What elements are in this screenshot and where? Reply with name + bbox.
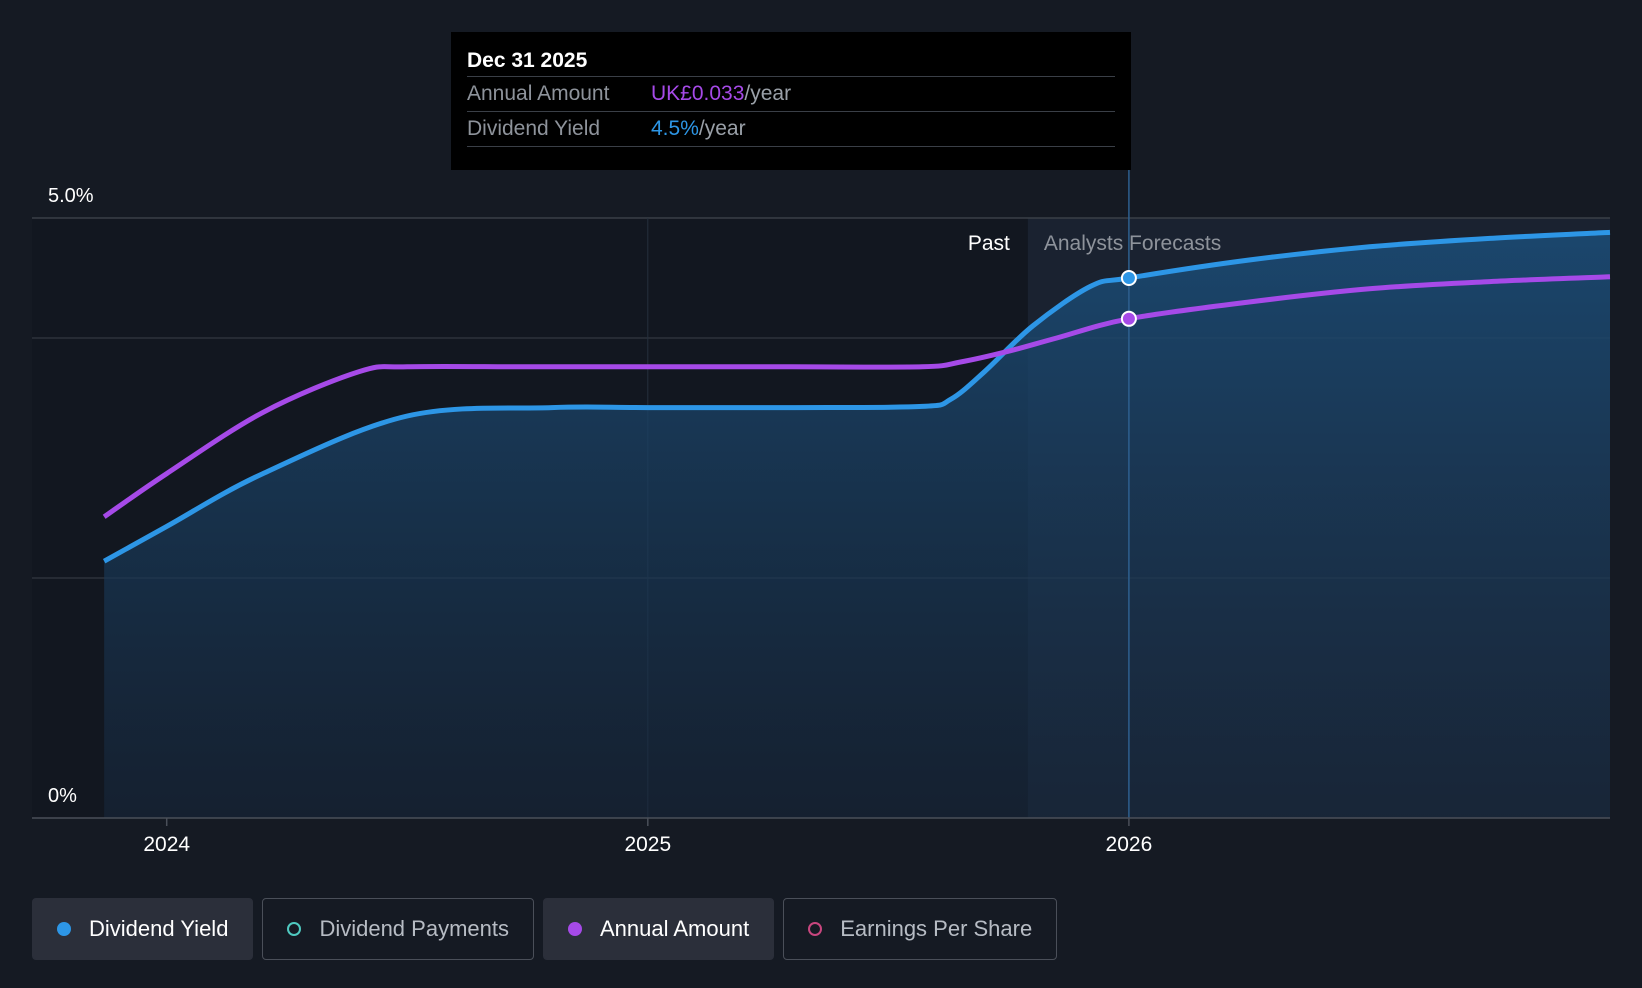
y-tick-label: 0% (48, 785, 77, 807)
legend-label: Dividend Payments (319, 916, 509, 941)
tooltip-label: Annual Amount (467, 82, 610, 105)
tooltip-row-dividend-yield: Dividend Yield 4.5% /year (467, 112, 1115, 147)
x-tick-label: 2026 (1106, 833, 1153, 856)
tooltip-value: 4.5% (651, 117, 699, 140)
tooltip-row-annual-amount: Annual Amount UK£0.033 /year (467, 77, 1115, 112)
legend-label: Annual Amount (599, 916, 750, 941)
hollow-dot-icon (808, 922, 823, 936)
tooltip-unit: /year (698, 117, 746, 140)
tooltip-value: UK£0.033 (651, 82, 745, 105)
tooltip-date: Dec 31 2025 (467, 46, 1115, 77)
tooltip-label: Dividend Yield (467, 117, 601, 140)
legend-annual-amount[interactable]: Annual Amount (542, 898, 775, 960)
x-tick-label: 2025 (624, 833, 671, 856)
annual-amount-line (102, 274, 1611, 519)
filled-dot-icon (57, 922, 71, 936)
x-tick-label: 2024 (143, 833, 190, 856)
legend-earnings-per-share[interactable]: Earnings Per Share (783, 898, 1058, 960)
y-tick-label: 5.0% (48, 185, 94, 207)
forecast-label: Analysts Forecasts (1044, 232, 1221, 255)
chart-tooltip: Dec 31 2025 Annual Amount UK£0.033 /year… (451, 32, 1131, 170)
legend-label: Dividend Yield (89, 916, 229, 941)
past-label: Past (968, 232, 1010, 255)
annual-amount-point (1120, 310, 1137, 327)
filled-dot-icon (567, 922, 582, 936)
legend-dividend-payments[interactable]: Dividend Payments (262, 898, 534, 960)
hollow-dot-icon (287, 922, 302, 936)
chart-legend: Dividend Yield Dividend Payments Annual … (32, 898, 1058, 960)
legend-label: Earnings Per Share (840, 916, 1033, 941)
tooltip-unit: /year (744, 82, 792, 105)
dividend-yield-area (104, 232, 1610, 818)
dividend-yield-line (102, 229, 1611, 564)
dividend-yield-point (1120, 270, 1137, 286)
legend-dividend-yield[interactable]: Dividend Yield (32, 898, 254, 960)
